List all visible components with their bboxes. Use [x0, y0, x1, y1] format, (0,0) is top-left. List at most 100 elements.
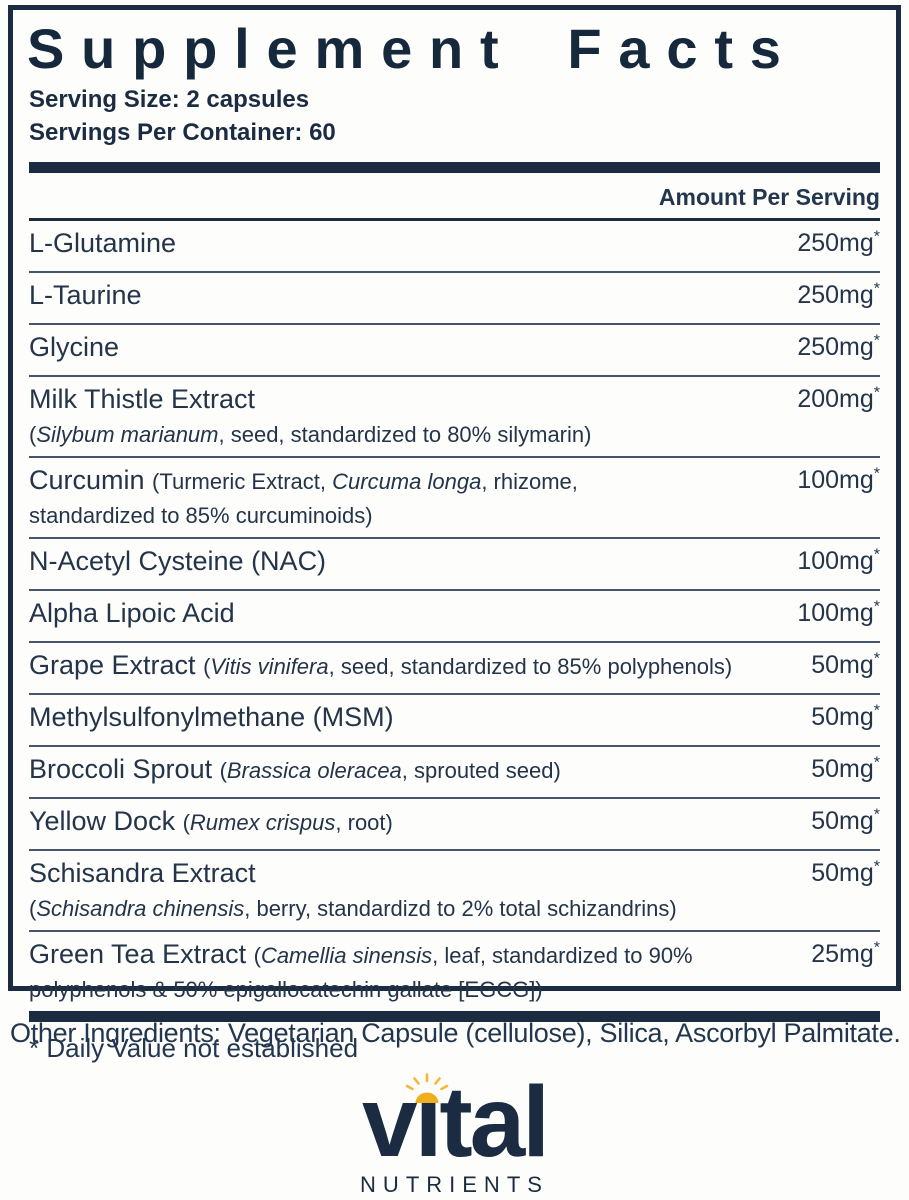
ingredient-name: Methylsulfonylmethane (MSM): [29, 702, 799, 737]
ingredient-text-segment: Brassica oleracea: [226, 757, 402, 783]
ingredient-text-segment: , seed, standardized to 80% silymarin): [218, 421, 592, 447]
supplement-facts-panel: Supplement Facts Serving Size: 2 capsule…: [8, 5, 901, 1063]
ingredient-text-segment: Milk Thistle Extract: [29, 383, 256, 414]
ingredient-name: L-Taurine: [29, 280, 785, 315]
ingredient-text-segment: standardized to 85% curcuminoids): [29, 502, 373, 528]
ingredient-text-segment: Curcumin: [29, 464, 153, 495]
ingredient-text-segment: Methylsulfonylmethane (MSM): [29, 701, 394, 732]
amount-value: 50mg*: [811, 858, 880, 887]
daily-value-asterisk: *: [873, 939, 880, 957]
ingredient-detail: polyphenols & 50% epigallocatechin galla…: [29, 974, 880, 1003]
ingredient-name: Curcumin (Turmeric Extract, Curcuma long…: [29, 465, 785, 500]
ingredient-name: Broccoli Sprout (Brassica oleracea, spro…: [29, 754, 799, 789]
ingredient-text-segment: , root): [335, 809, 393, 835]
ingredient-text-segment: Schisandra Extract: [29, 857, 256, 888]
amount-value: 100mg*: [797, 598, 880, 627]
ingredient-detail: standardized to 85% curcuminoids): [29, 500, 880, 529]
ingredient-text-segment: Schisandra chinensis: [36, 895, 245, 921]
table-row: Schisandra Extract 50mg* (Schisandra chine…: [29, 851, 880, 932]
ingredient-text-segment: , berry, standardizd to 2% total schizan…: [244, 895, 677, 921]
ingredient-text-segment: Curcuma longa: [332, 468, 482, 494]
ingredient-name: Green Tea Extract (Camellia sinensis, le…: [29, 939, 799, 974]
ingredient-text-segment: (: [203, 653, 211, 679]
ingredient-detail: (Schisandra chinensis, berry, standardiz…: [29, 893, 880, 922]
ingredient-text-segment: Grape Extract: [29, 649, 204, 680]
table-row: Alpha Lipoic Acid 100mg*: [29, 591, 880, 643]
ingredient-name: N-Acetyl Cysteine (NAC): [29, 546, 785, 581]
ingredient-text-segment: , rhizome,: [481, 468, 578, 494]
ingredient-name: Milk Thistle Extract: [29, 384, 785, 419]
table-row: L-Glutamine 250mg*: [29, 221, 880, 273]
daily-value-asterisk: *: [873, 858, 880, 876]
amount-value: 250mg*: [797, 228, 880, 257]
daily-value-asterisk: *: [873, 384, 880, 402]
ingredient-text-segment: (: [253, 942, 261, 968]
ingredient-text-segment: (: [29, 421, 37, 447]
table-row: Grape Extract (Vitis vinifera, seed, sta…: [29, 643, 880, 695]
amount-value: 50mg*: [811, 754, 880, 783]
amount-value: 100mg*: [797, 546, 880, 575]
serving-size-text: Serving Size: 2 capsules: [29, 85, 310, 113]
table-row: Green Tea Extract (Camellia sinensis, le…: [29, 932, 880, 1011]
ingredient-name: Schisandra Extract: [29, 858, 799, 893]
sun-icon: [405, 1073, 449, 1103]
thick-divider-top: [29, 161, 880, 173]
ingredient-text-segment: Alpha Lipoic Acid: [29, 597, 235, 628]
wordmark-post: tal: [439, 1066, 550, 1178]
ingredient-name: L-Glutamine: [29, 228, 785, 263]
ingredient-text-segment: , seed, standardized to 85% polyphenols): [328, 653, 733, 679]
ingredient-text-segment: (: [182, 809, 190, 835]
ingredient-table: L-Glutamine 250mg* L-Taurine 250mg* Glycine 2…: [29, 221, 880, 1011]
table-row: N-Acetyl Cysteine (NAC) 100mg*: [29, 539, 880, 591]
ingredient-text-segment: L-Glutamine: [29, 227, 177, 258]
table-row: Methylsulfonylmethane (MSM) 50mg*: [29, 695, 880, 747]
ingredient-text-segment: Broccoli Sprout: [29, 753, 220, 784]
ingredient-text-segment: , sprouted seed): [401, 757, 561, 783]
amount-value: 250mg*: [797, 280, 880, 309]
ingredient-text-segment: Silybum marianum: [36, 421, 219, 447]
ingredient-name: Glycine: [29, 332, 785, 367]
thick-divider-bottom: [29, 1010, 880, 1022]
amount-value: 50mg*: [811, 702, 880, 731]
amount-value: 50mg*: [811, 806, 880, 835]
ingredient-text-segment: Glycine: [29, 331, 120, 362]
servings-per-container-text: Servings Per Container: 60: [29, 118, 336, 146]
ingredient-text-segment: Camellia sinensis: [260, 942, 433, 968]
brand-wordmark: v ıtal: [362, 1072, 550, 1172]
ingredient-name: Alpha Lipoic Acid: [29, 598, 785, 633]
ingredient-text-segment: polyphenols & 50% epigallocatechin galla…: [29, 976, 543, 1002]
page-title: Supplement Facts: [27, 17, 798, 80]
ingredient-text-segment: (: [219, 757, 227, 783]
daily-value-asterisk: *: [873, 650, 880, 668]
amount-value: 25mg*: [811, 939, 880, 968]
ingredient-text-segment: Rumex crispus: [189, 809, 336, 835]
ingredient-text-segment: (: [29, 895, 37, 921]
ingredient-text-segment: N-Acetyl Cysteine (NAC): [29, 545, 327, 576]
daily-value-asterisk: *: [873, 332, 880, 350]
daily-value-asterisk: *: [873, 280, 880, 298]
amount-value: 50mg*: [811, 650, 880, 679]
amount-value: 250mg*: [797, 332, 880, 361]
daily-value-asterisk: *: [873, 228, 880, 246]
table-row: Glycine 250mg*: [29, 325, 880, 377]
daily-value-asterisk: *: [873, 465, 880, 483]
ingredient-text-segment: (Turmeric Extract,: [152, 468, 333, 494]
table-row: Yellow Dock (Rumex crispus, root) 50mg*: [29, 799, 880, 851]
ingredient-detail: (Silybum marianum, seed, standardized to…: [29, 419, 880, 448]
other-ingredients-text: Other Ingredients: Vegetarian Capsule (c…: [10, 1018, 901, 1048]
table-row: Curcumin (Turmeric Extract, Curcuma long…: [29, 458, 880, 539]
amount-value: 100mg*: [797, 465, 880, 494]
daily-value-asterisk: *: [873, 702, 880, 720]
amount-value: 200mg*: [797, 384, 880, 413]
ingredient-text-segment: Yellow Dock: [29, 805, 183, 836]
daily-value-footnote: * Daily Value not established: [29, 1032, 359, 1063]
ingredient-name: Grape Extract (Vitis vinifera, seed, sta…: [29, 650, 799, 685]
table-row: Broccoli Sprout (Brassica oleracea, spro…: [29, 747, 880, 799]
wordmark-i: ı: [405, 1072, 449, 1172]
brand-logo: v ıtal NUTRIENTS: [0, 1072, 909, 1198]
ingredient-name: Yellow Dock (Rumex crispus, root): [29, 806, 799, 841]
ingredient-text-segment: , leaf, standardized to 90%: [432, 942, 693, 968]
daily-value-asterisk: *: [873, 806, 880, 824]
wordmark-pre: v: [361, 1066, 418, 1178]
